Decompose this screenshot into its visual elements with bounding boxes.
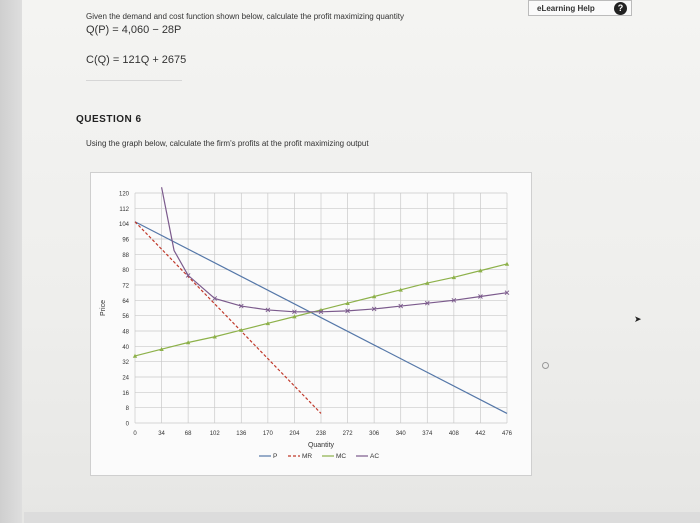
y-tick-label: 16 <box>122 391 129 397</box>
x-tick-label: 442 <box>475 431 486 437</box>
elearning-help-button[interactable]: eLearning Help ? <box>528 0 632 16</box>
mc-marker <box>292 314 297 319</box>
ac-marker <box>504 290 510 295</box>
x-tick-label: 136 <box>236 431 247 437</box>
mc-marker <box>239 327 244 332</box>
ac-marker <box>371 306 377 312</box>
cost-function: C(Q) = 121Q + 2675 <box>86 54 187 66</box>
x-axis-label: Quantity <box>308 442 335 449</box>
ac-marker <box>345 308 350 314</box>
y-tick-label: 48 <box>122 330 129 336</box>
demand-function: Q(P) = 4,060 − 28P <box>86 24 182 36</box>
profit-chart: 0 8 16 24 32 40 48 56 64 72 80 88 96 104 112 120 0 34 68 10… <box>100 187 513 460</box>
mc-marker <box>371 294 377 299</box>
question6-title: QUESTION 6 <box>76 114 142 125</box>
mc-marker <box>478 268 483 273</box>
y-tick-label: 32 <box>122 360 129 366</box>
chart-container: 0 8 16 24 32 40 48 56 64 72 80 88 96 104 112 120 0 34 68 10… <box>90 172 532 476</box>
y-tick-label: 64 <box>122 299 129 305</box>
answer-field-underline <box>86 80 182 81</box>
x-tick-label: 34 <box>158 431 165 437</box>
ac-marker <box>318 309 324 315</box>
legend-label-p: P <box>273 453 277 460</box>
x-tick-label: 170 <box>263 431 274 437</box>
x-tick-label: 0 <box>133 431 137 437</box>
y-tick-label: 96 <box>122 238 129 244</box>
mc-marker <box>159 347 164 352</box>
left-margin <box>0 0 22 523</box>
help-label: eLearning Help <box>537 3 595 13</box>
mc-marker <box>504 261 510 266</box>
question6-prompt: Using the graph below, calculate the fir… <box>86 139 369 148</box>
series-p-line <box>134 221 508 414</box>
ac-marker <box>292 309 297 315</box>
x-tick-label: 238 <box>316 431 327 437</box>
mouse-cursor-icon: ➤ <box>634 314 642 324</box>
question5-prompt: Given the demand and cost function shown… <box>86 12 404 21</box>
series-mr-line <box>134 221 322 414</box>
ac-marker <box>451 298 457 303</box>
x-tick-label: 408 <box>449 431 460 437</box>
ac-marker <box>238 303 244 309</box>
cursor-ring-icon <box>542 362 549 369</box>
mc-marker <box>398 287 403 292</box>
x-tick-label: 204 <box>289 431 300 437</box>
mc-marker <box>451 275 457 280</box>
x-tick-label: 374 <box>422 431 433 437</box>
x-tick-label: 68 <box>185 431 192 437</box>
y-tick-label: 8 <box>126 406 130 412</box>
y-axis-label: Price <box>100 300 107 316</box>
x-tick-label: 102 <box>210 431 221 437</box>
y-tick-label: 24 <box>122 376 129 382</box>
mc-marker <box>425 280 430 285</box>
mc-marker <box>212 334 217 339</box>
legend-label-mc: MC <box>336 453 346 460</box>
ac-marker <box>185 273 191 278</box>
y-tick-label: 80 <box>122 268 129 274</box>
x-tick-label: 306 <box>369 431 380 437</box>
ac-marker <box>478 294 483 299</box>
ac-marker <box>398 303 404 309</box>
y-tick-label: 72 <box>122 284 129 290</box>
y-tick-label: 112 <box>119 207 129 213</box>
mc-marker <box>185 340 191 345</box>
x-tick-label: 272 <box>343 431 354 437</box>
ac-marker <box>424 300 430 306</box>
ac-marker <box>212 296 218 301</box>
mc-marker <box>132 353 138 358</box>
mc-marker <box>265 321 271 326</box>
legend-label-mr: MR <box>302 453 312 460</box>
question-circle-icon: ? <box>614 2 627 15</box>
y-tick-label: 104 <box>119 222 130 228</box>
x-tick-label: 340 <box>396 431 407 437</box>
ac-marker <box>265 307 271 313</box>
x-tick-label: 476 <box>502 431 513 437</box>
y-tick-label: 88 <box>122 253 129 259</box>
y-tick-label: 0 <box>126 422 130 428</box>
y-tick-label: 40 <box>122 345 129 351</box>
y-tick-label: 120 <box>119 192 130 198</box>
legend-label-ac: AC <box>370 453 379 460</box>
y-tick-label: 56 <box>122 314 129 320</box>
mc-marker <box>345 301 350 306</box>
series-ac-line <box>160 187 508 313</box>
bottom-edge <box>24 512 700 523</box>
